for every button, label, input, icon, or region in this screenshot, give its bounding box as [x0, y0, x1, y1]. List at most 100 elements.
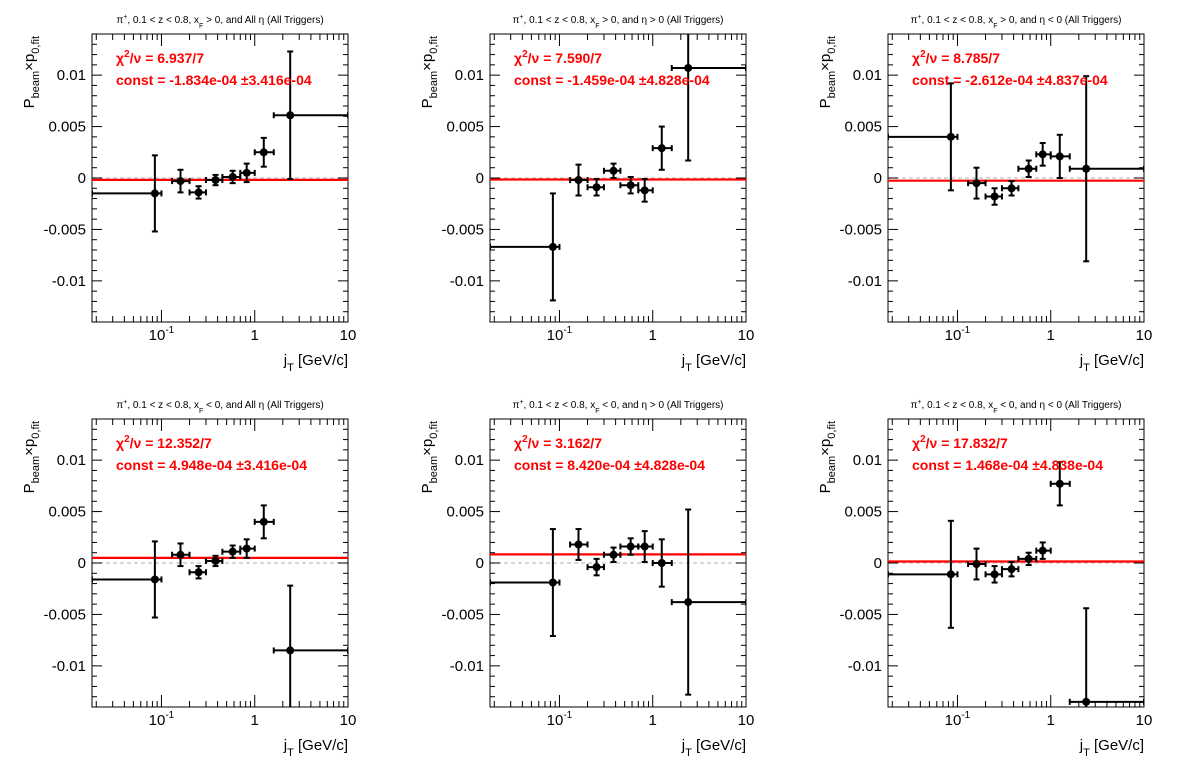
plot-area [92, 504, 348, 707]
chi-symbol: χ [514, 50, 522, 66]
chi2-value: = 7.590/7 [543, 50, 602, 66]
y-axis-ticks [490, 418, 746, 708]
y-tick-label: 0.01 [853, 452, 882, 469]
data-marker [657, 559, 666, 567]
y-tick-label: -0.01 [848, 658, 882, 675]
data-marker [1007, 565, 1016, 574]
chi-symbol: χ [116, 50, 124, 66]
x-tick-label-exp: -1 [165, 710, 174, 721]
data-point [92, 154, 163, 233]
x-tick-label: 1 [649, 712, 657, 729]
data-point [253, 504, 275, 540]
y-axis-label-fit: 0,fit [826, 421, 838, 439]
y-axis-label-p: P [419, 98, 436, 108]
const-stat-text: const = -1.834e-04 ±3.416e-04 [116, 72, 312, 88]
y-tick-label: -0.01 [52, 658, 86, 675]
y-tick-label: 0 [476, 555, 484, 572]
chi2-stat-text: χ2/ν = 7.590/7 [514, 49, 602, 66]
x-tick-label: 10 [340, 327, 357, 344]
data-marker [1024, 554, 1033, 563]
chi2-value: = 8.785/7 [941, 50, 1000, 66]
x-axis-label-sub: T [1083, 747, 1090, 759]
x-tick-label-base: 10 [340, 712, 357, 729]
data-marker [1038, 546, 1047, 555]
y-axis-label-beam: beam [30, 456, 42, 484]
data-marker [176, 177, 185, 186]
data-point [602, 546, 622, 563]
data-marker [1007, 184, 1016, 193]
data-point [272, 50, 348, 181]
data-point [1049, 133, 1071, 179]
x-axis-label-main: j [681, 352, 685, 369]
y-axis-label-beam: beam [30, 71, 42, 99]
chi2-stat-text: χ2/ν = 3.162/7 [514, 434, 602, 451]
data-point [586, 557, 605, 577]
x-tick-label-base: 10 [738, 712, 755, 729]
title-text: > 0, and [998, 15, 1040, 26]
nu-text: /ν [528, 435, 544, 451]
data-point [651, 125, 673, 171]
y-axis-label-fit: 0,fit [826, 36, 838, 54]
data-marker [548, 578, 557, 587]
x-tick-label: 10 [340, 712, 357, 729]
y-tick-label: -0.01 [848, 273, 882, 290]
data-marker [609, 166, 618, 175]
data-marker [640, 186, 649, 195]
title-text: < 0, and [998, 400, 1040, 411]
plot-area [888, 75, 1144, 263]
data-point [651, 538, 673, 588]
title-xf-sub: F [993, 408, 997, 415]
data-point [253, 136, 275, 168]
x-tick-label-base: 10 [1136, 327, 1153, 344]
x-axis-label-unit: [GeV/c] [294, 737, 348, 754]
data-marker [228, 172, 237, 181]
data-point [1035, 541, 1052, 560]
y-axis-ticks [888, 418, 1144, 708]
data-point [569, 528, 589, 561]
data-marker [1024, 164, 1033, 173]
data-marker [990, 192, 999, 201]
y-axis-label-beam: beam [428, 456, 440, 484]
title-text: , 0.1 < z < 0.8, x [524, 400, 596, 411]
plot-area [490, 34, 746, 302]
title-text: , 0.1 < z < 0.8, x [922, 400, 994, 411]
x-tick-label: 10 [738, 712, 755, 729]
chart-title: π+, 0.1 < z < 0.8, xF < 0, and η < 0 (Al… [911, 399, 1122, 415]
chi-symbol: χ [912, 435, 920, 451]
x-axis-label-main: j [283, 352, 287, 369]
data-point [1017, 159, 1038, 178]
x-axis-label-sub: T [287, 362, 294, 374]
x-tick-label: 10-1 [945, 325, 971, 344]
title-text: > 0, and All [203, 15, 258, 26]
data-marker [640, 542, 649, 551]
y-tick-label: -0.005 [441, 606, 484, 623]
title-xf-sub: F [595, 408, 599, 415]
y-tick-label: 0 [78, 555, 86, 572]
x-tick-label-exp: -1 [563, 325, 572, 336]
data-point [204, 554, 224, 568]
title-eta: η [642, 400, 648, 411]
x-tick-label: 1 [649, 327, 657, 344]
title-eta: η [1040, 15, 1046, 26]
title-pi-charge: + [123, 399, 127, 406]
y-tick-label: 0.005 [446, 504, 484, 521]
y-tick-label: 0.005 [446, 119, 484, 136]
x-axis-label-main: j [681, 737, 685, 754]
x-tick-label: 1 [251, 712, 259, 729]
y-tick-label: 0 [874, 170, 882, 187]
data-marker [592, 183, 601, 192]
x-axis-ticks [493, 419, 747, 707]
data-marker [176, 550, 185, 559]
y-tick-label: 0.005 [844, 119, 882, 136]
y-axis-label-times-p: ×p [817, 54, 834, 71]
x-tick-label-base: 10 [547, 712, 564, 729]
data-marker [228, 547, 237, 556]
x-tick-label-base: 1 [649, 327, 657, 344]
x-tick-label-base: 1 [649, 712, 657, 729]
chi2-value: = 6.937/7 [145, 50, 204, 66]
